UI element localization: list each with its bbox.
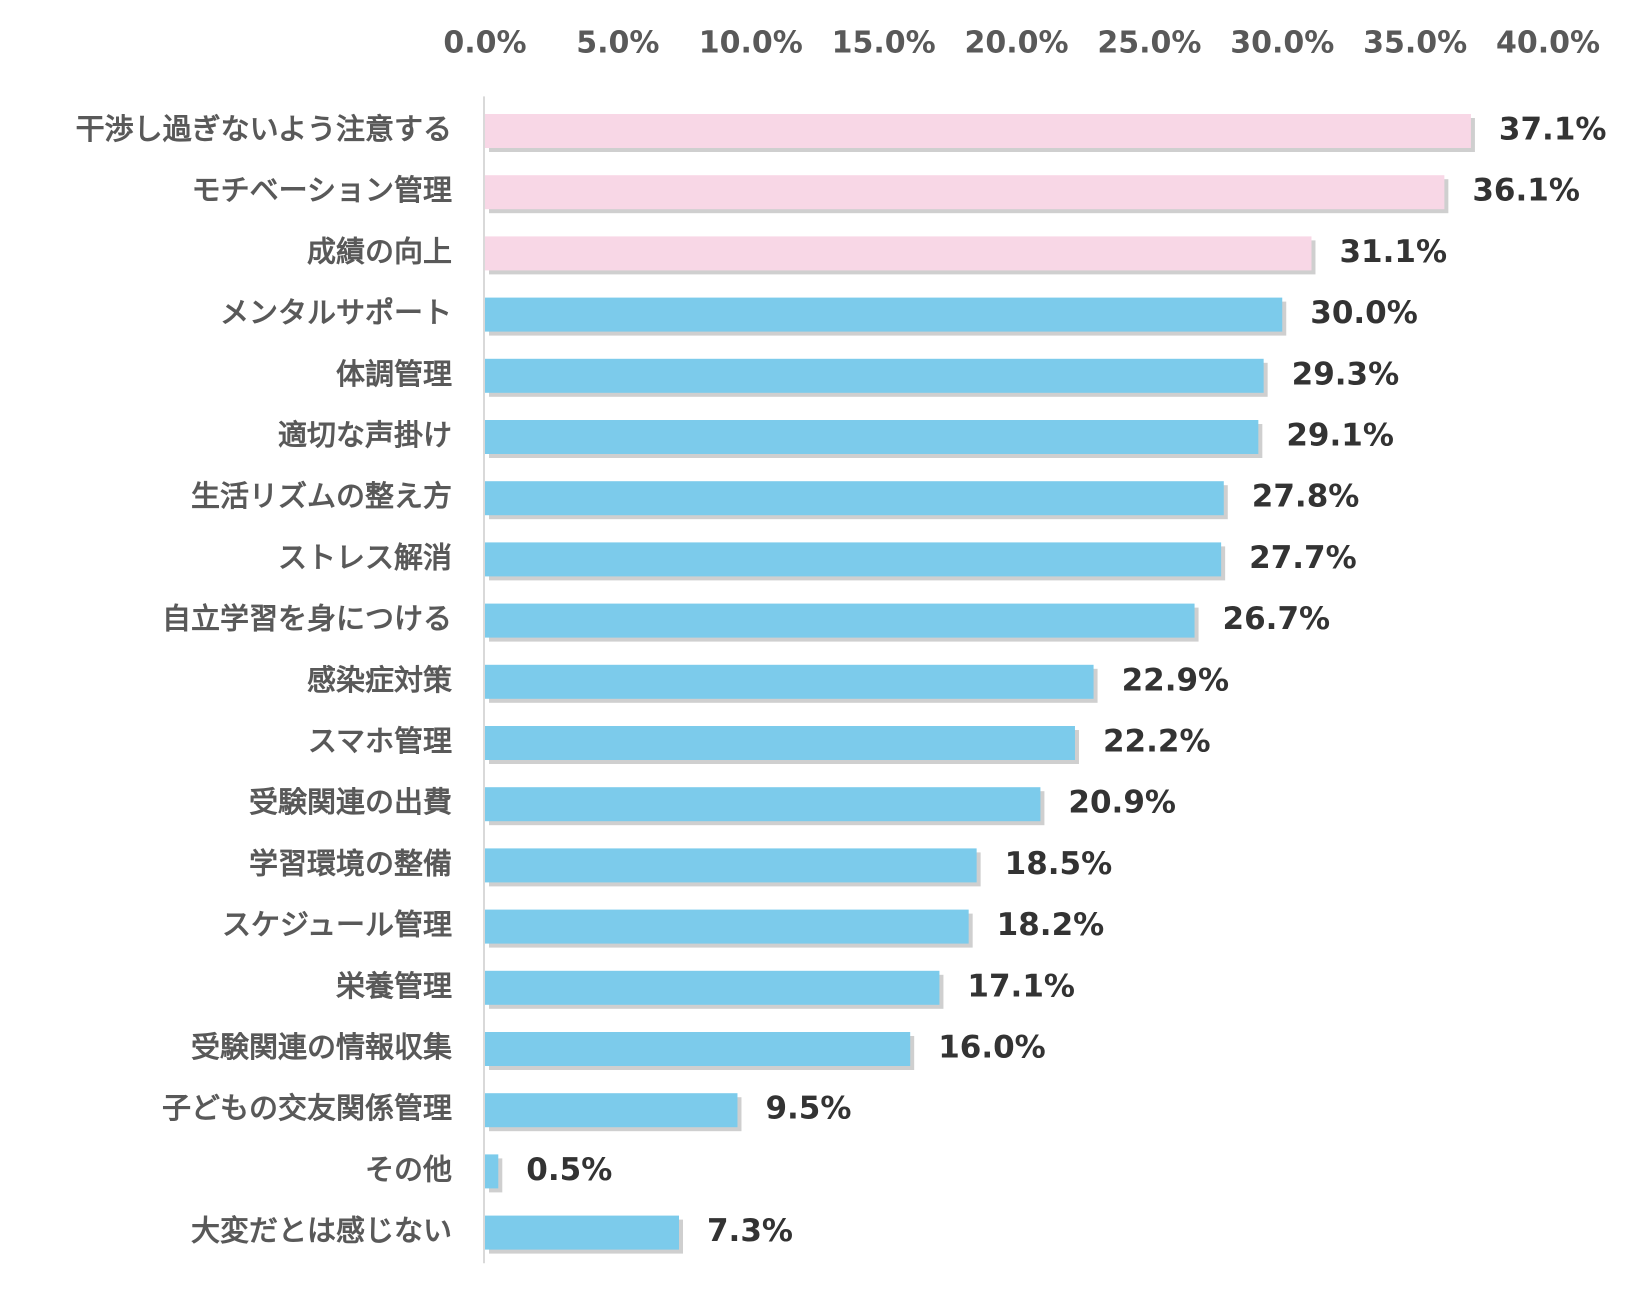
- value-label: 26.7%: [1223, 601, 1331, 637]
- x-tick-label: 15.0%: [832, 26, 936, 61]
- value-labels: 37.1% 36.1% 31.1% 30.0% 29.3% 29.1% 27.8% 27.7%…: [526, 112, 1606, 1250]
- category-label: 栄養管理: [336, 969, 452, 1003]
- bar: [485, 603, 1195, 638]
- category-label: 干渉し過ぎないよう注意する: [76, 112, 452, 146]
- value-label: 27.7%: [1249, 540, 1357, 576]
- x-axis-ticks: 0.0% 5.0% 10.0% 15.0% 20.0% 25.0% 30.0% 35.0% 40…: [443, 26, 1600, 61]
- category-label: モチベーション管理: [192, 173, 452, 207]
- category-label: 子どもの交友関係管理: [162, 1091, 452, 1125]
- category-label: ストレス解消: [278, 540, 452, 574]
- x-tick-label: 20.0%: [964, 26, 1068, 61]
- bar: [485, 664, 1094, 699]
- x-tick-label: 25.0%: [1097, 26, 1201, 61]
- x-tick-label: 30.0%: [1230, 26, 1334, 61]
- value-label: 18.2%: [997, 907, 1105, 943]
- bar: [485, 1154, 499, 1189]
- x-tick-label: 40.0%: [1496, 26, 1600, 61]
- value-label: 29.1%: [1286, 418, 1394, 454]
- category-label: その他: [365, 1152, 452, 1186]
- category-labels: 干渉し過ぎないよう注意するモチベーション管理成績の向上メンタルサポート体調管理適…: [76, 112, 453, 1248]
- x-tick-label: 10.0%: [699, 26, 803, 61]
- category-label: 自立学習を身につける: [162, 602, 452, 636]
- value-label: 17.1%: [967, 968, 1075, 1004]
- bar: [485, 848, 977, 883]
- value-label: 22.9%: [1122, 662, 1230, 698]
- category-label: 学習環境の整備: [249, 846, 452, 880]
- bar: [485, 175, 1445, 210]
- bar: [485, 1032, 911, 1066]
- category-label: メンタルサポート: [220, 296, 452, 330]
- value-label: 27.8%: [1252, 479, 1360, 515]
- value-label: 30.0%: [1310, 295, 1418, 331]
- value-label: 22.2%: [1103, 724, 1211, 760]
- category-label: 適切な声掛け: [278, 418, 452, 452]
- value-label: 7.3%: [707, 1213, 793, 1249]
- category-label: スケジュール管理: [222, 908, 452, 942]
- x-tick-label: 0.0%: [443, 26, 526, 61]
- value-label: 9.5%: [765, 1091, 851, 1127]
- bar: [485, 909, 969, 944]
- category-label: スマホ管理: [308, 724, 452, 758]
- bar: [485, 1215, 679, 1250]
- bar: [485, 358, 1264, 393]
- value-label: 18.5%: [1005, 846, 1113, 882]
- value-label: 16.0%: [938, 1030, 1046, 1066]
- bars: [485, 114, 1471, 1250]
- category-label: 体調管理: [336, 357, 452, 391]
- bar: [485, 420, 1259, 454]
- bar: [485, 297, 1283, 332]
- value-label: 0.5%: [526, 1152, 612, 1188]
- category-label: 受験関連の出費: [249, 785, 452, 819]
- value-label: 29.3%: [1292, 356, 1400, 392]
- bar: [485, 236, 1312, 271]
- x-tick-label: 5.0%: [576, 26, 659, 61]
- bar: [485, 1093, 738, 1128]
- category-label: 生活リズムの整え方: [191, 479, 452, 513]
- category-label: 受験関連の情報収集: [191, 1030, 453, 1064]
- category-label: 感染症対策: [307, 663, 453, 697]
- bar: [485, 114, 1471, 148]
- value-label: 37.1%: [1499, 112, 1607, 148]
- value-label: 31.1%: [1339, 234, 1447, 270]
- bar: [485, 787, 1041, 822]
- value-label: 20.9%: [1068, 785, 1176, 821]
- value-label: 36.1%: [1472, 173, 1580, 209]
- category-label: 成績の向上: [307, 234, 452, 268]
- category-label: 大変だとは感じない: [191, 1214, 452, 1248]
- bar: [485, 726, 1075, 760]
- bar: [485, 542, 1222, 577]
- bar: [485, 970, 940, 1005]
- x-tick-label: 35.0%: [1363, 26, 1467, 61]
- bar: [485, 481, 1224, 516]
